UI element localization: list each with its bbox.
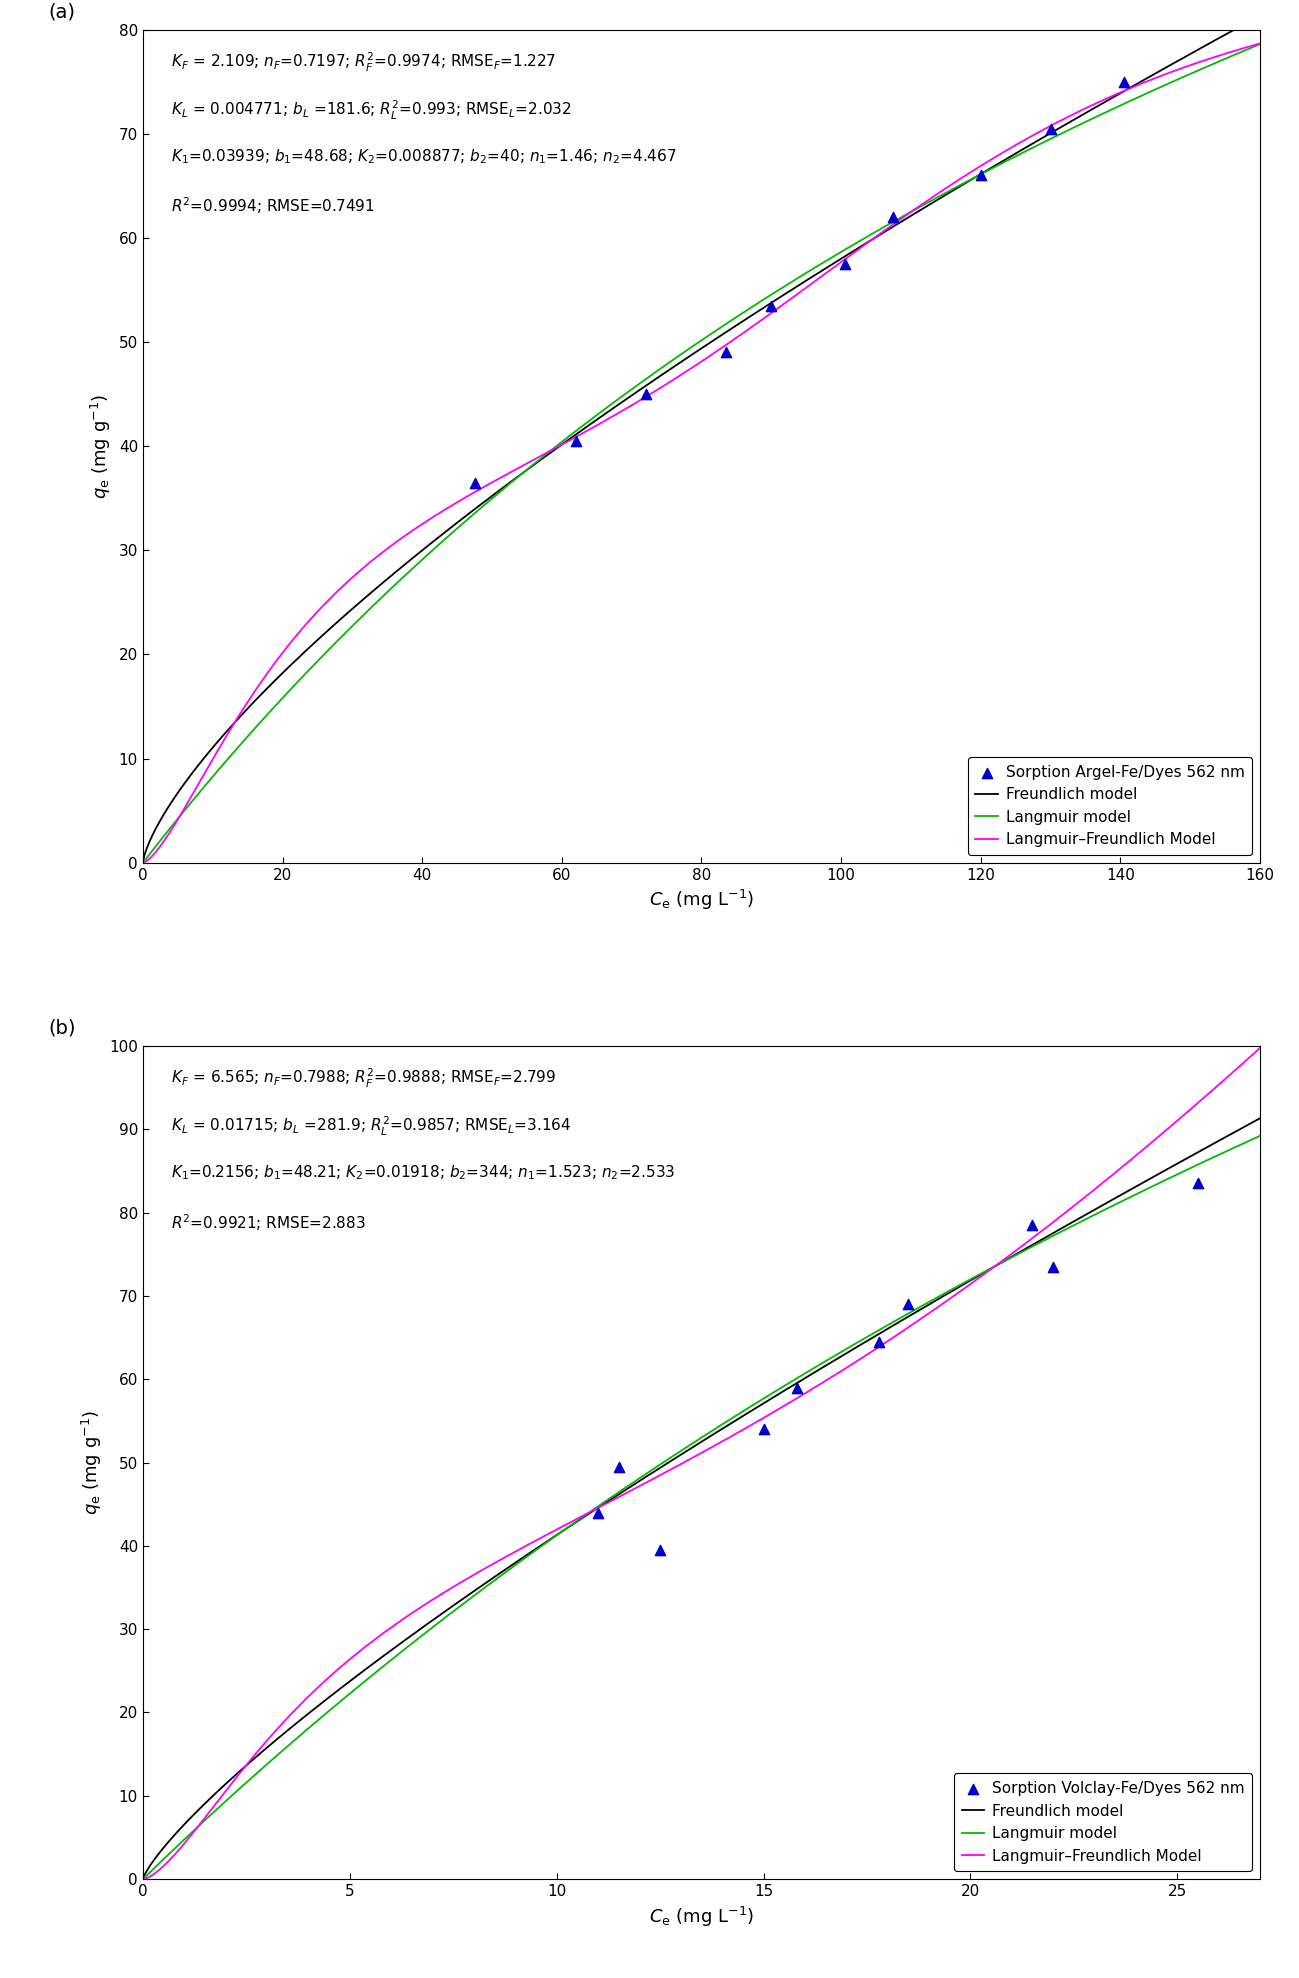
Freundlich model bbox=[1255, 1106, 1270, 1129]
Langmuir–Freundlich Model bbox=[848, 239, 864, 263]
Langmuir model bbox=[135, 1867, 151, 1891]
Y-axis label: $q_\mathrm{e}$ (mg g$^{-1}$): $q_\mathrm{e}$ (mg g$^{-1}$) bbox=[90, 394, 113, 498]
Sorption Volclay-Fe/Dyes 562 nm bbox=[608, 1452, 629, 1484]
Sorption Volclay-Fe/Dyes 562 nm bbox=[1022, 1209, 1043, 1240]
Langmuir model bbox=[985, 1256, 1000, 1280]
Sorption Volclay-Fe/Dyes 562 nm bbox=[650, 1535, 670, 1567]
Langmuir–Freundlich Model bbox=[814, 263, 830, 287]
Langmuir model bbox=[985, 156, 1000, 180]
Langmuir–Freundlich Model bbox=[1099, 87, 1115, 111]
Langmuir model bbox=[848, 231, 864, 255]
Langmuir–Freundlich Model bbox=[985, 146, 1000, 170]
Sorption Volclay-Fe/Dyes 562 nm bbox=[869, 1325, 890, 1357]
Line: Freundlich model: Freundlich model bbox=[143, 1118, 1263, 1879]
Langmuir model bbox=[1099, 101, 1115, 125]
Langmuir–Freundlich Model bbox=[135, 851, 151, 874]
Sorption Volclay-Fe/Dyes 562 nm bbox=[786, 1373, 807, 1404]
Freundlich model bbox=[814, 259, 830, 283]
X-axis label: $C_\mathrm{e}$ (mg L$^{-1}$): $C_\mathrm{e}$ (mg L$^{-1}$) bbox=[650, 888, 753, 912]
Langmuir–Freundlich Model bbox=[848, 1349, 864, 1373]
Sorption Volclay-Fe/Dyes 562 nm bbox=[587, 1497, 608, 1529]
Langmuir model bbox=[814, 251, 830, 275]
Freundlich model bbox=[814, 1355, 830, 1379]
Langmuir model bbox=[785, 269, 800, 293]
Freundlich model bbox=[848, 237, 864, 261]
Text: (a): (a) bbox=[48, 2, 75, 22]
Legend: Sorption Volclay-Fe/Dyes 562 nm, Freundlich model, Langmuir model, Langmuir–Freu: Sorption Volclay-Fe/Dyes 562 nm, Freundl… bbox=[953, 1772, 1252, 1871]
Freundlich model bbox=[1099, 89, 1115, 113]
Langmuir model bbox=[1099, 1197, 1115, 1220]
Sorption Volclay-Fe/Dyes 562 nm bbox=[898, 1288, 918, 1319]
Freundlich model bbox=[785, 1373, 800, 1396]
Freundlich model bbox=[204, 738, 220, 762]
Sorption Volclay-Fe/Dyes 562 nm bbox=[753, 1414, 774, 1446]
Text: $K_1$=0.2156; $b_1$=48.21; $K_2$=0.01918; $b_2$=344; $n_1$=1.523; $n_2$=2.533: $K_1$=0.2156; $b_1$=48.21; $K_2$=0.01918… bbox=[171, 1163, 675, 1183]
Text: $R^2$=0.9994; RMSE=0.7491: $R^2$=0.9994; RMSE=0.7491 bbox=[171, 196, 374, 216]
Freundlich model bbox=[1099, 1191, 1115, 1214]
Text: $K_L$ = 0.004771; $b_L$ =181.6; $R_L^2$=0.993; $\mathrm{RMSE}_L$=2.032: $K_L$ = 0.004771; $b_L$ =181.6; $R_L^2$=… bbox=[171, 99, 572, 123]
Sorption Argel-Fe/Dyes 562 nm bbox=[970, 160, 991, 192]
Freundlich model bbox=[1255, 2, 1270, 26]
Langmuir–Freundlich Model bbox=[1255, 32, 1270, 55]
Langmuir model bbox=[785, 1369, 800, 1393]
Langmuir model bbox=[204, 765, 220, 789]
Langmuir–Freundlich Model bbox=[814, 1371, 830, 1394]
Sorption Argel-Fe/Dyes 562 nm bbox=[834, 247, 855, 279]
Freundlich model bbox=[985, 1256, 1000, 1280]
Langmuir–Freundlich Model bbox=[1255, 1034, 1270, 1058]
Sorption Volclay-Fe/Dyes 562 nm bbox=[1187, 1167, 1208, 1199]
Text: $K_L$ = 0.01715; $b_L$ =281.9; $R_L^2$=0.9857; $\mathrm{RMSE}_L$=3.164: $K_L$ = 0.01715; $b_L$ =281.9; $R_L^2$=0… bbox=[171, 1116, 572, 1139]
Freundlich model bbox=[135, 851, 151, 874]
Text: (b): (b) bbox=[48, 1019, 75, 1038]
Langmuir–Freundlich Model bbox=[135, 1867, 151, 1891]
Sorption Argel-Fe/Dyes 562 nm bbox=[1040, 113, 1061, 144]
Line: Freundlich model: Freundlich model bbox=[143, 14, 1263, 862]
Sorption Argel-Fe/Dyes 562 nm bbox=[635, 378, 656, 409]
Text: $K_F$ = 6.565; $n_F$=0.7988; $R_F^2$=0.9888; $\mathrm{RMSE}_F$=2.799: $K_F$ = 6.565; $n_F$=0.7988; $R_F^2$=0.9… bbox=[171, 1066, 556, 1090]
Freundlich model bbox=[135, 1867, 151, 1891]
Legend: Sorption Argel-Fe/Dyes 562 nm, Freundlich model, Langmuir model, Langmuir–Freund: Sorption Argel-Fe/Dyes 562 nm, Freundlic… bbox=[968, 758, 1252, 854]
Text: $K_1$=0.03939; $b_1$=48.68; $K_2$=0.008877; $b_2$=40; $n_1$=1.46; $n_2$=4.467: $K_1$=0.03939; $b_1$=48.68; $K_2$=0.0088… bbox=[171, 146, 677, 166]
Text: $K_F$ = 2.109; $n_F$=0.7197; $R_F^2$=0.9974; $\mathrm{RMSE}_F$=1.227: $K_F$ = 2.109; $n_F$=0.7197; $R_F^2$=0.9… bbox=[171, 51, 556, 73]
Langmuir model bbox=[135, 851, 151, 874]
Langmuir–Freundlich Model bbox=[785, 285, 800, 309]
Line: Langmuir model: Langmuir model bbox=[143, 44, 1263, 862]
Freundlich model bbox=[785, 277, 800, 301]
Line: Langmuir–Freundlich Model: Langmuir–Freundlich Model bbox=[143, 44, 1263, 862]
Sorption Argel-Fe/Dyes 562 nm bbox=[565, 425, 586, 457]
Langmuir model bbox=[204, 1802, 220, 1826]
Text: $R^2$=0.9921; RMSE=2.883: $R^2$=0.9921; RMSE=2.883 bbox=[171, 1213, 365, 1232]
Langmuir model bbox=[848, 1331, 864, 1355]
Langmuir–Freundlich Model bbox=[1099, 1167, 1115, 1191]
Sorption Argel-Fe/Dyes 562 nm bbox=[1113, 65, 1134, 97]
Sorption Volclay-Fe/Dyes 562 nm bbox=[1043, 1250, 1064, 1282]
Sorption Argel-Fe/Dyes 562 nm bbox=[883, 202, 904, 233]
Sorption Argel-Fe/Dyes 562 nm bbox=[464, 467, 485, 498]
Langmuir–Freundlich Model bbox=[785, 1389, 800, 1412]
Langmuir–Freundlich Model bbox=[985, 1256, 1000, 1280]
Line: Langmuir model: Langmuir model bbox=[143, 1135, 1263, 1879]
Langmuir model bbox=[1255, 1124, 1270, 1147]
Langmuir model bbox=[814, 1351, 830, 1375]
Freundlich model bbox=[848, 1335, 864, 1359]
Langmuir model bbox=[1255, 32, 1270, 55]
Langmuir–Freundlich Model bbox=[204, 1798, 220, 1822]
Y-axis label: $q_\mathrm{e}$ (mg g$^{-1}$): $q_\mathrm{e}$ (mg g$^{-1}$) bbox=[79, 1410, 104, 1515]
Langmuir–Freundlich Model bbox=[204, 750, 220, 773]
Freundlich model bbox=[204, 1786, 220, 1810]
X-axis label: $C_\mathrm{e}$ (mg L$^{-1}$): $C_\mathrm{e}$ (mg L$^{-1}$) bbox=[650, 1905, 753, 1929]
Line: Langmuir–Freundlich Model: Langmuir–Freundlich Model bbox=[143, 1046, 1263, 1879]
Sorption Argel-Fe/Dyes 562 nm bbox=[716, 336, 737, 368]
Freundlich model bbox=[985, 156, 1000, 180]
Sorption Argel-Fe/Dyes 562 nm bbox=[761, 291, 782, 322]
